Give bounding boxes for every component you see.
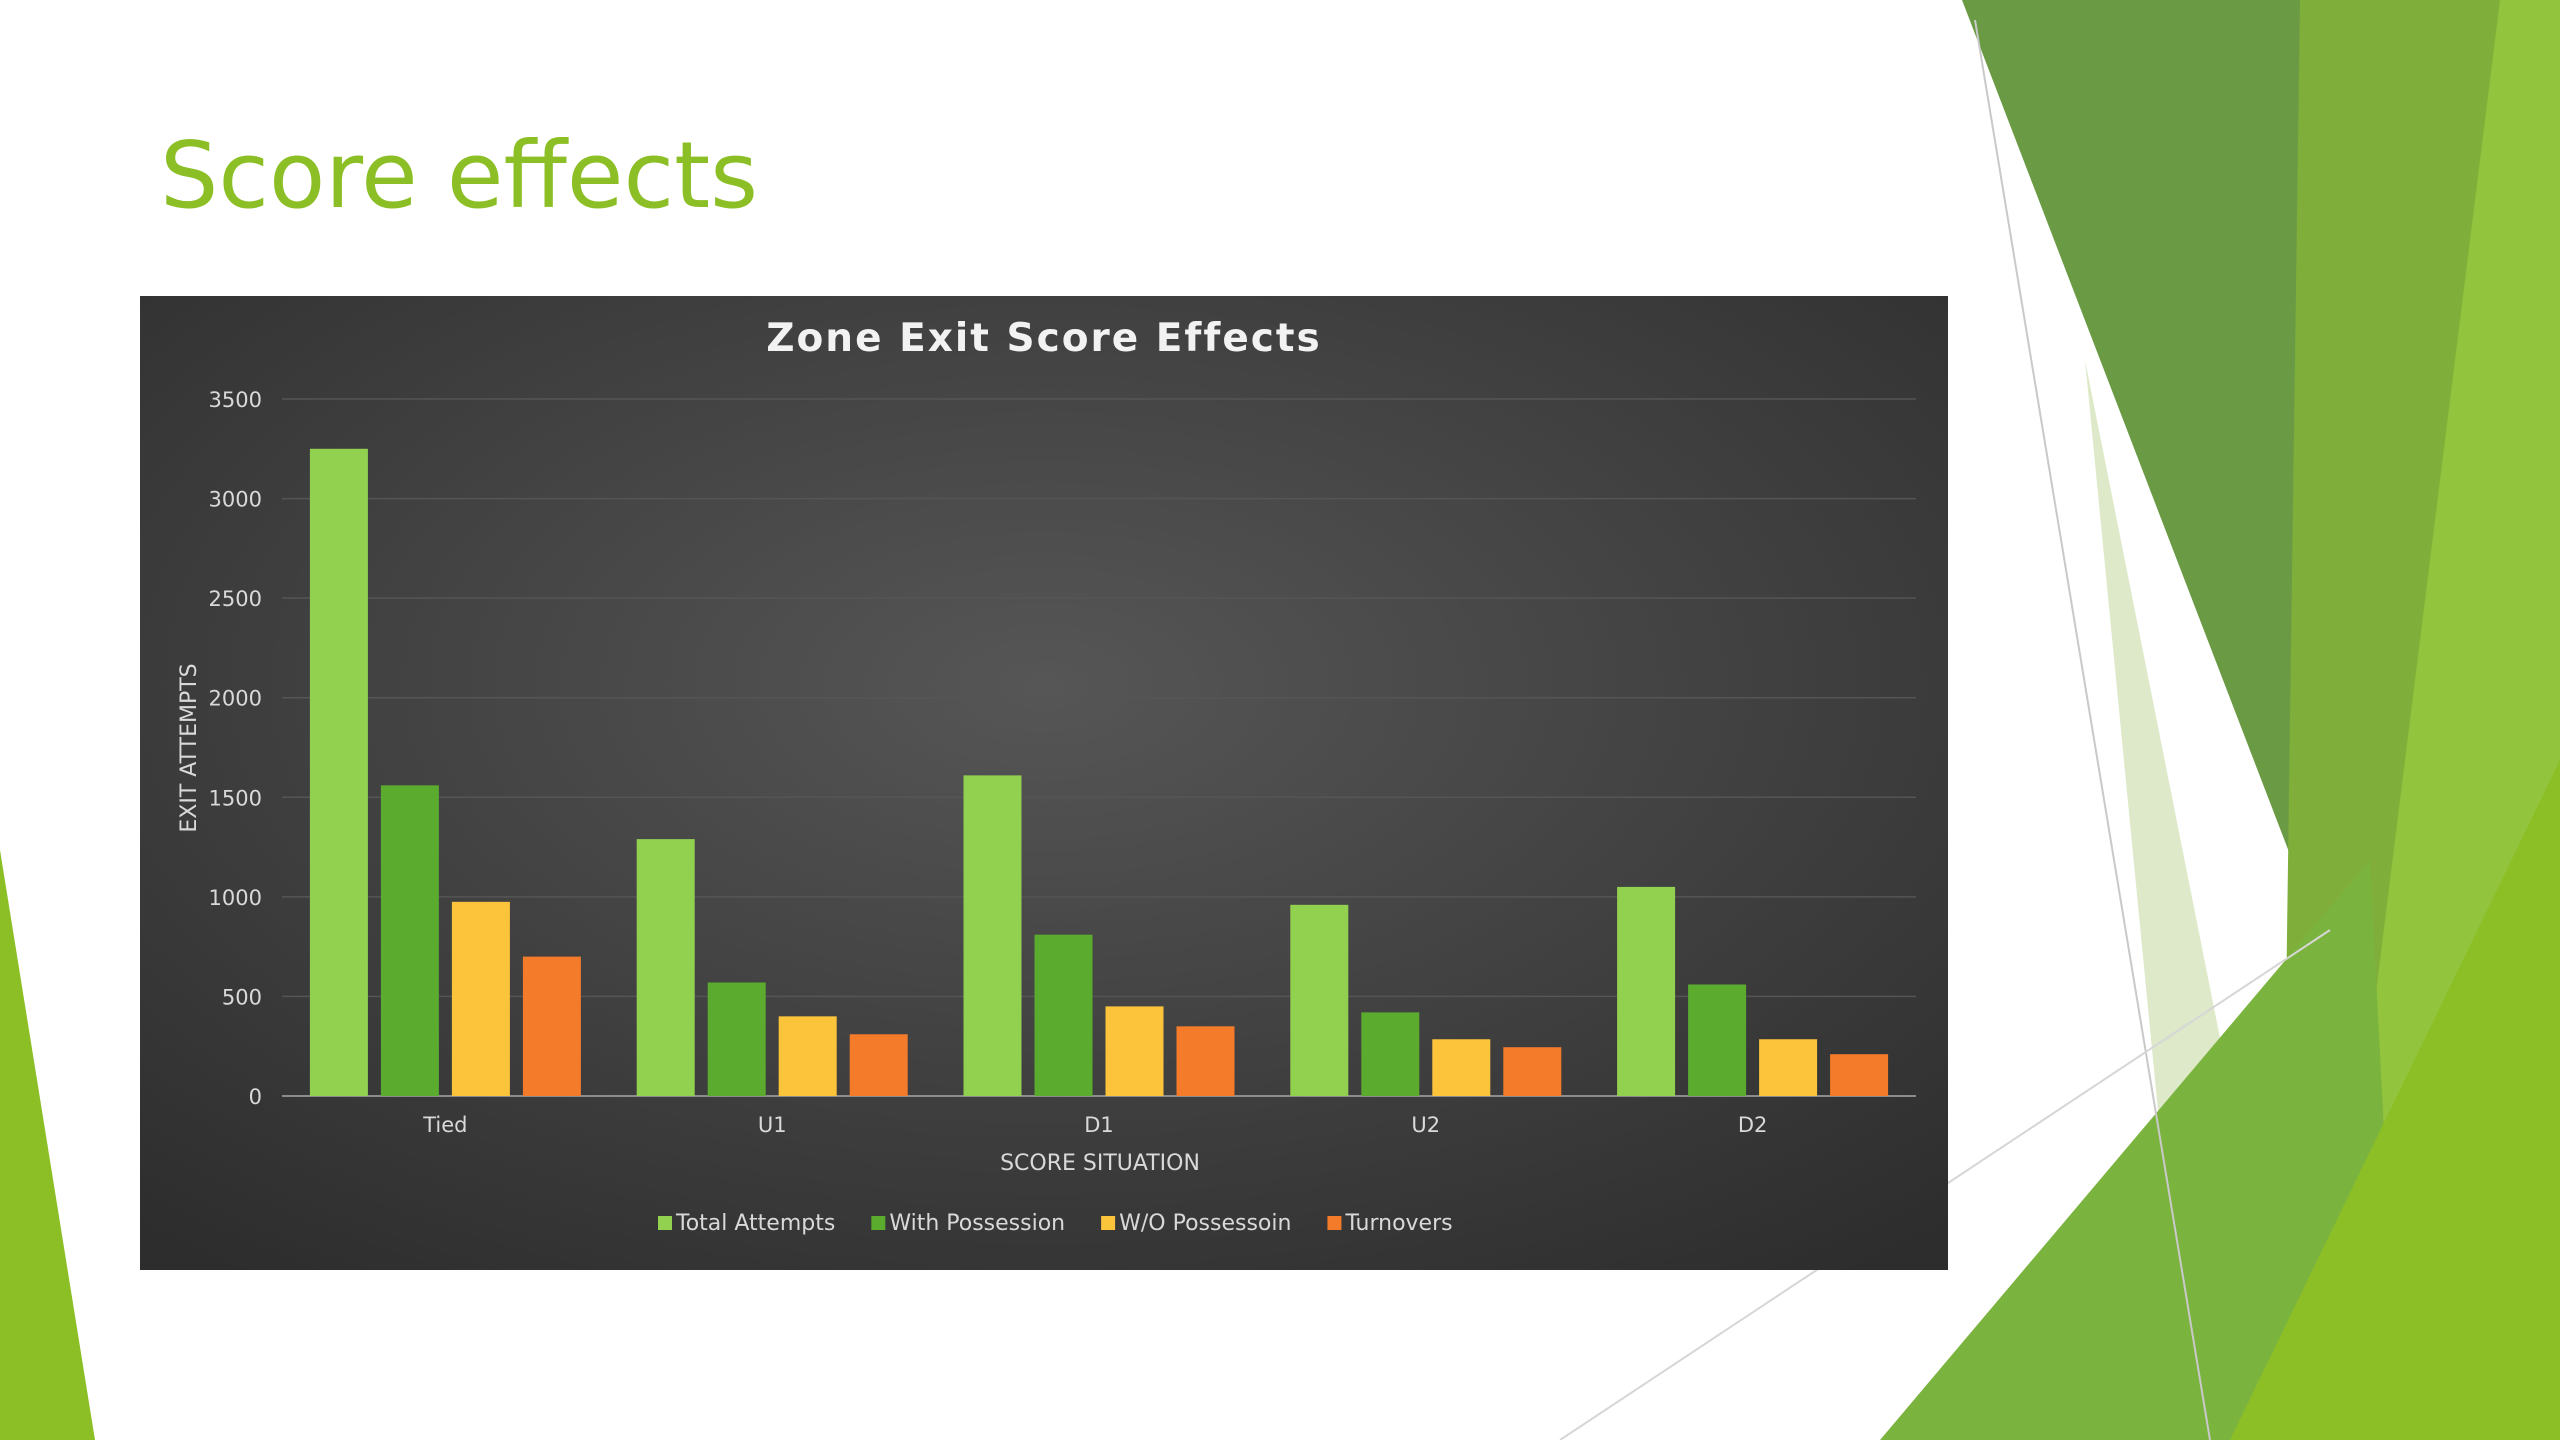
decor-shape-bottom-left-fill	[1880, 860, 2400, 1440]
decor-shape-bottom-right-fill	[2230, 760, 2560, 1440]
x-tick-label: Tied	[422, 1113, 467, 1137]
y-tick-label: 2500	[209, 587, 262, 611]
bar-total-attempts-u2	[1290, 904, 1349, 1096]
chart-svg: Zone Exit Score Effects EXIT ATTEMPTS SC…	[140, 296, 1948, 1270]
decor-shape-left-edge	[0, 850, 95, 1440]
legend-label: W/O Possessoin	[1119, 1211, 1291, 1236]
bar-turnovers-tied	[522, 956, 581, 1096]
y-tick-label: 1000	[209, 886, 262, 910]
bar-with-possession-u2	[1361, 1012, 1420, 1096]
legend-label: Total Attempts	[675, 1211, 835, 1236]
bar-total-attempts-u1	[636, 839, 695, 1096]
bar-w-o-possessoin-u2	[1432, 1039, 1491, 1096]
x-tick-label: U2	[1411, 1113, 1440, 1137]
chart-panel: Zone Exit Score Effects EXIT ATTEMPTS SC…	[140, 296, 1948, 1270]
x-axis-title: SCORE SITUATION	[1000, 1151, 1200, 1176]
legend-swatch	[1101, 1216, 1116, 1230]
legend-label: With Possession	[889, 1211, 1065, 1236]
y-tick-label: 2000	[209, 687, 262, 711]
legend-swatch	[1327, 1216, 1342, 1230]
y-axis-title: EXIT ATTEMPTS	[177, 663, 202, 832]
chart-title: Zone Exit Score Effects	[766, 316, 1322, 361]
bar-total-attempts-d1	[963, 775, 1022, 1096]
legend-swatch	[871, 1216, 886, 1230]
y-tick-label: 0	[249, 1085, 262, 1109]
bar-w-o-possessoin-d1	[1105, 1006, 1164, 1096]
x-tick-label: U1	[758, 1113, 787, 1137]
bar-with-possession-tied	[380, 785, 439, 1096]
y-tick-label: 500	[222, 985, 262, 1009]
y-tick-label: 3000	[209, 488, 262, 512]
bar-w-o-possessoin-d2	[1759, 1039, 1818, 1096]
x-tick-label: D2	[1738, 1113, 1768, 1137]
legend: Total Attempts With Possession W/O Possess…	[658, 1211, 1453, 1236]
bar-turnovers-u1	[849, 1034, 908, 1096]
bar-with-possession-u1	[707, 982, 766, 1096]
slide-title: Score effects	[160, 122, 759, 229]
bar-total-attempts-tied	[309, 448, 368, 1096]
x-tick-label: D1	[1084, 1113, 1114, 1137]
decor-shape-right-dark	[1962, 0, 2365, 1050]
legend-label: Turnovers	[1344, 1211, 1452, 1236]
bar-with-possession-d1	[1034, 934, 1093, 1096]
bar-with-possession-d2	[1688, 984, 1747, 1096]
bar-turnovers-d2	[1830, 1054, 1889, 1096]
bar-plot	[309, 448, 1889, 1096]
y-tick-label: 1500	[209, 786, 262, 810]
y-tick-label: 3500	[209, 388, 262, 412]
legend-swatch	[658, 1216, 672, 1230]
chart-background	[140, 296, 1948, 1270]
bar-turnovers-d1	[1176, 1026, 1235, 1096]
bar-w-o-possessoin-tied	[451, 901, 510, 1096]
bar-turnovers-u2	[1503, 1047, 1562, 1096]
axis-labels: 0 500 1000 1500 2000 2500 3000 3500 Tied U1 D1 U2 D2	[209, 388, 1768, 1137]
bar-total-attempts-d2	[1617, 886, 1676, 1096]
decor-thin-line-1	[1974, 19, 2211, 1440]
bar-w-o-possessoin-u1	[778, 1016, 837, 1096]
